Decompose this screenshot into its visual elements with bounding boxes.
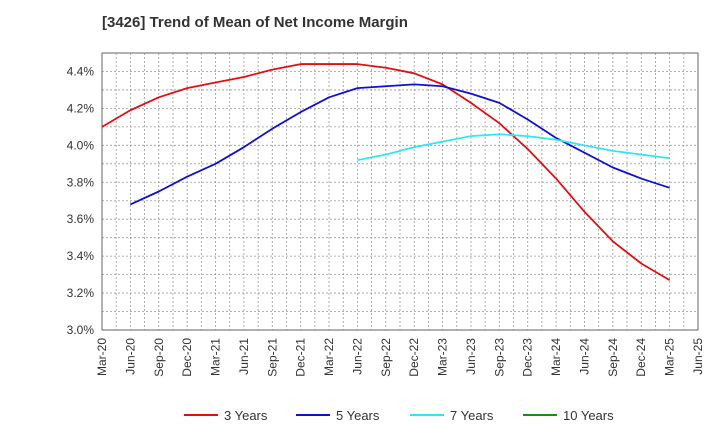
y-tick-label: 3.8% bbox=[67, 175, 95, 189]
x-tick-label: Dec-22 bbox=[407, 338, 421, 377]
y-tick-label: 4.0% bbox=[67, 138, 95, 152]
x-tick-label: Mar-21 bbox=[209, 338, 223, 376]
x-tick-label: Sep-20 bbox=[152, 338, 166, 377]
x-tick-label: Jun-25 bbox=[691, 338, 705, 375]
x-tick-label: Mar-22 bbox=[322, 338, 336, 376]
x-tick-label: Sep-21 bbox=[265, 338, 279, 377]
x-tick-label: Jun-22 bbox=[350, 338, 364, 375]
legend-label: 10 Years bbox=[563, 408, 614, 423]
x-tick-label: Sep-24 bbox=[606, 338, 620, 377]
legend-label: 3 Years bbox=[224, 408, 268, 423]
x-tick-label: Dec-21 bbox=[294, 338, 308, 377]
x-tick-label: Mar-24 bbox=[549, 338, 563, 376]
x-tick-label: Jun-24 bbox=[577, 338, 591, 375]
x-tick-label: Mar-25 bbox=[663, 338, 677, 376]
x-tick-label: Sep-22 bbox=[379, 338, 393, 377]
y-tick-labels: 3.0% 3.2% 3.4% 3.6% 3.8% 4.0% 4.2% 4.4% bbox=[67, 64, 95, 337]
y-tick-label: 3.2% bbox=[67, 286, 95, 300]
legend: 3 Years 5 Years 7 Years 10 Years bbox=[184, 408, 614, 423]
x-tick-label: Dec-20 bbox=[180, 338, 194, 377]
series-line-7-years bbox=[357, 133, 670, 161]
x-tick-label: Dec-24 bbox=[634, 338, 648, 377]
series-line-5-years bbox=[130, 83, 670, 206]
grid bbox=[102, 53, 698, 330]
x-tick-label: Mar-20 bbox=[95, 338, 109, 376]
y-tick-label: 3.6% bbox=[67, 212, 95, 226]
legend-label: 7 Years bbox=[450, 408, 494, 423]
y-tick-label: 4.2% bbox=[67, 101, 95, 115]
plot-frame bbox=[101, 52, 699, 331]
series-lines bbox=[101, 63, 671, 281]
x-tick-labels: Mar-20 Jun-20 Sep-20 Dec-20 Mar-21 Jun-21 Sep-… bbox=[95, 338, 705, 377]
x-tick-label: Sep-23 bbox=[492, 338, 506, 377]
y-tick-label: 4.4% bbox=[67, 64, 95, 78]
x-tick-label: Jun-21 bbox=[237, 338, 251, 375]
axes bbox=[101, 52, 699, 331]
x-tick-label: Jun-23 bbox=[464, 338, 478, 375]
chart-title: [3426] Trend of Mean of Net Income Margi… bbox=[102, 14, 408, 31]
legend-label: 5 Years bbox=[336, 408, 380, 423]
y-tick-label: 3.0% bbox=[67, 323, 95, 337]
x-tick-label: Dec-23 bbox=[521, 338, 535, 377]
x-tick-label: Mar-23 bbox=[436, 338, 450, 376]
y-tick-label: 3.4% bbox=[67, 249, 95, 263]
x-tick-label: Jun-20 bbox=[123, 338, 137, 375]
series-line-3-years bbox=[101, 63, 671, 281]
